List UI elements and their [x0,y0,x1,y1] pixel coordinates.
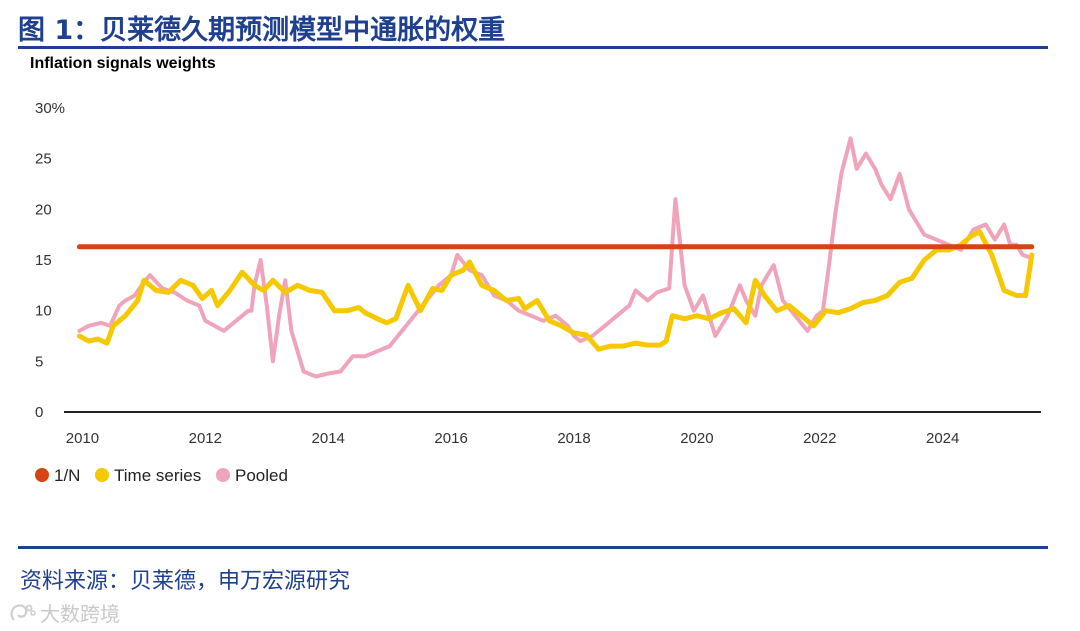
x-tick-label: 2018 [557,430,590,447]
y-tick-label: 15 [35,252,52,269]
legend-marker-pooled [216,468,230,482]
watermark-logo-icon [10,603,36,621]
x-tick-label: 2022 [803,430,836,447]
x-tick-label: 2012 [189,430,222,447]
footer-rule [18,546,1048,549]
y-tick-label: 5 [35,353,43,370]
legend-marker-1-over-n [35,468,49,482]
legend-item-pooled: Pooled [216,466,288,485]
x-axis-labels: 2010 2012 2014 2016 2018 2020 2022 2024 [66,430,960,447]
legend: 1/N Time series Pooled [35,466,288,485]
series-time-series-line [76,229,1035,352]
y-axis-labels: 0 5 10 15 20 25 30% [35,100,65,421]
watermark: 大数跨境 [8,598,120,627]
y-tick-label: 20 [35,201,52,218]
y-tick-label: 10 [35,303,52,320]
legend-label: Time series [114,466,201,485]
x-tick-label: 2016 [434,430,467,447]
legend-item-time-series: Time series [95,466,201,485]
title-rule [18,46,1048,49]
x-tick-label: 2024 [926,430,959,447]
source-note: 资料来源：贝莱德，申万宏源研究 [20,569,351,594]
figure-title: 图 1：贝莱德久期预测模型中通胀的权重 [18,15,506,46]
legend-label: 1/N [54,466,80,485]
series-pooled-line [77,136,1034,379]
series-layer [76,136,1035,379]
y-tick-label: 30% [35,100,65,117]
watermark-text: 大数跨境 [40,602,120,626]
legend-label: Pooled [235,466,288,485]
y-tick-label: 25 [35,151,52,168]
legend-item-1-over-n: 1/N [35,466,80,485]
y-tick-label: 0 [35,404,43,421]
legend-marker-time-series [95,468,109,482]
x-tick-label: 2010 [66,430,99,447]
x-tick-label: 2014 [312,430,345,447]
chart-title: Inflation signals weights [30,55,216,72]
x-tick-label: 2020 [680,430,713,447]
